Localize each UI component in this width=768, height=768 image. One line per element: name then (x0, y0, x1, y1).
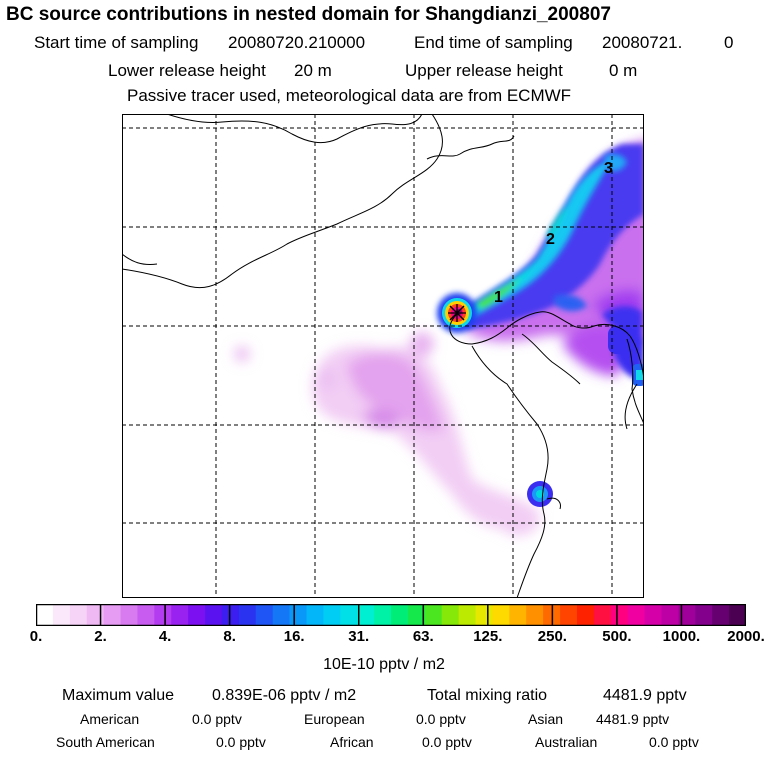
colorbar-tick-label: 250. (537, 628, 567, 645)
colorbar-cell (644, 604, 662, 626)
colorbar-cell (306, 604, 324, 626)
region-european-value: 0.0 pptv (416, 711, 466, 727)
lower-height-value: 20 m (294, 61, 332, 80)
map-label-2: 2 (546, 231, 555, 248)
colorbar-cell (205, 604, 223, 626)
end-time-value: 20080721. (602, 33, 683, 52)
colorbar-tick-label: 500. (602, 628, 632, 645)
colorbar-cell (238, 604, 257, 626)
region-australian-value: 0.0 pptv (649, 734, 699, 750)
colorbar-cell (154, 604, 172, 626)
colorbar-cell (492, 604, 510, 626)
colorbar-cell (357, 604, 375, 626)
colorbar-cell (678, 604, 696, 626)
plume-core (467, 154, 627, 319)
colorbar-cell (171, 604, 189, 626)
start-time-label: Start time of sampling (34, 33, 199, 52)
colorbar-tick-label: 0. (29, 628, 43, 645)
colorbar-cell (272, 604, 290, 626)
colorbar-cell (255, 604, 274, 626)
colorbar-cell (407, 604, 426, 626)
colorbar-cell (391, 604, 409, 626)
colorbar-tick-label: 4. (158, 628, 172, 645)
plume-light (234, 332, 541, 536)
colorbar-cell (323, 604, 341, 626)
end-time-label: End time of sampling (414, 33, 573, 52)
region-south-american-label: South American (56, 734, 155, 750)
colorbar-cell (576, 604, 595, 626)
colorbar-cell (593, 604, 612, 626)
colorbar-tick-label: 125. (473, 628, 503, 645)
colorbar-cell (374, 604, 392, 626)
colorbar-cell (661, 604, 679, 626)
colorbar-cell (289, 604, 307, 626)
upper-height-label: Upper release height (405, 61, 563, 80)
region-australian-label: Australian (535, 734, 598, 750)
colorbar-cell (137, 604, 155, 626)
region-african-label: African (330, 734, 374, 750)
lower-height-label: Lower release height (108, 61, 266, 80)
source-marker-icon (448, 304, 466, 322)
colorbar-cell (120, 604, 138, 626)
colorbar-cell (509, 604, 527, 626)
region-american-value: 0.0 pptv (192, 711, 242, 727)
colorbar-cell (441, 604, 460, 626)
region-african-value: 0.0 pptv (422, 734, 472, 750)
colorbar-tick-label: 2000. (727, 628, 765, 645)
map-label-1: 1 (494, 289, 503, 306)
colorbar-tick-label: 31. (348, 628, 370, 645)
region-american-label: American (80, 711, 140, 727)
colorbar-tick-label: 8. (223, 628, 236, 645)
upper-height-value: 0 m (609, 61, 638, 80)
colorbar-cell (712, 604, 730, 626)
colorbar-cell (86, 604, 105, 626)
region-european-label: European (304, 711, 365, 727)
max-value-label: Maximum value (62, 687, 175, 704)
colorbar-cell (424, 604, 443, 626)
region-asian-value: 4481.9 pptv (596, 711, 670, 727)
colorbar-cell (526, 604, 544, 626)
colorbar-cell (560, 604, 578, 626)
colorbar-cell (458, 604, 476, 626)
colorbar-cell (52, 604, 71, 626)
colorbar-tick-label: 16. (283, 628, 305, 645)
colorbar-cell (729, 604, 746, 626)
graticule (122, 114, 644, 598)
coastlines (122, 114, 644, 598)
plume-coast-spots (527, 326, 644, 507)
colorbar-cell (340, 604, 358, 626)
region-south-american-value: 0.0 pptv (216, 734, 266, 750)
map-label-3: 3 (604, 160, 613, 177)
colorbar-tick-label: 1000. (662, 628, 701, 645)
map-frame (122, 114, 644, 598)
colorbar-tick-label: 2. (94, 628, 107, 645)
end-time-suffix: 0 (724, 33, 734, 52)
footprint-map: 1 2 3 (122, 114, 644, 598)
colorbar-cell (627, 604, 645, 626)
colorbar-cell (695, 604, 713, 626)
max-value: 0.839E-06 pptv / m2 (212, 687, 357, 704)
map-title: BC source contributions in nested domain… (6, 4, 611, 25)
colorbar-cell (188, 604, 206, 626)
colorbar-cell (610, 604, 629, 626)
region-asian-label: Asian (528, 711, 564, 727)
colorbar-units: 10E-10 pptv / m2 (323, 656, 445, 673)
colorbar-cell (221, 604, 240, 626)
colorbar-cell (69, 604, 88, 626)
colorbar-cell (475, 604, 493, 626)
colorbar (36, 604, 746, 626)
colorbar-tick-label: 63. (412, 628, 434, 645)
total-mixing-label: Total mixing ratio (427, 687, 548, 704)
colorbar-cell (36, 604, 54, 626)
model-note: Passive tracer used, meteorological data… (127, 86, 572, 105)
start-time-value: 20080720.210000 (228, 33, 366, 52)
total-mixing-value: 4481.9 pptv (603, 687, 687, 704)
colorbar-cell (103, 604, 121, 626)
